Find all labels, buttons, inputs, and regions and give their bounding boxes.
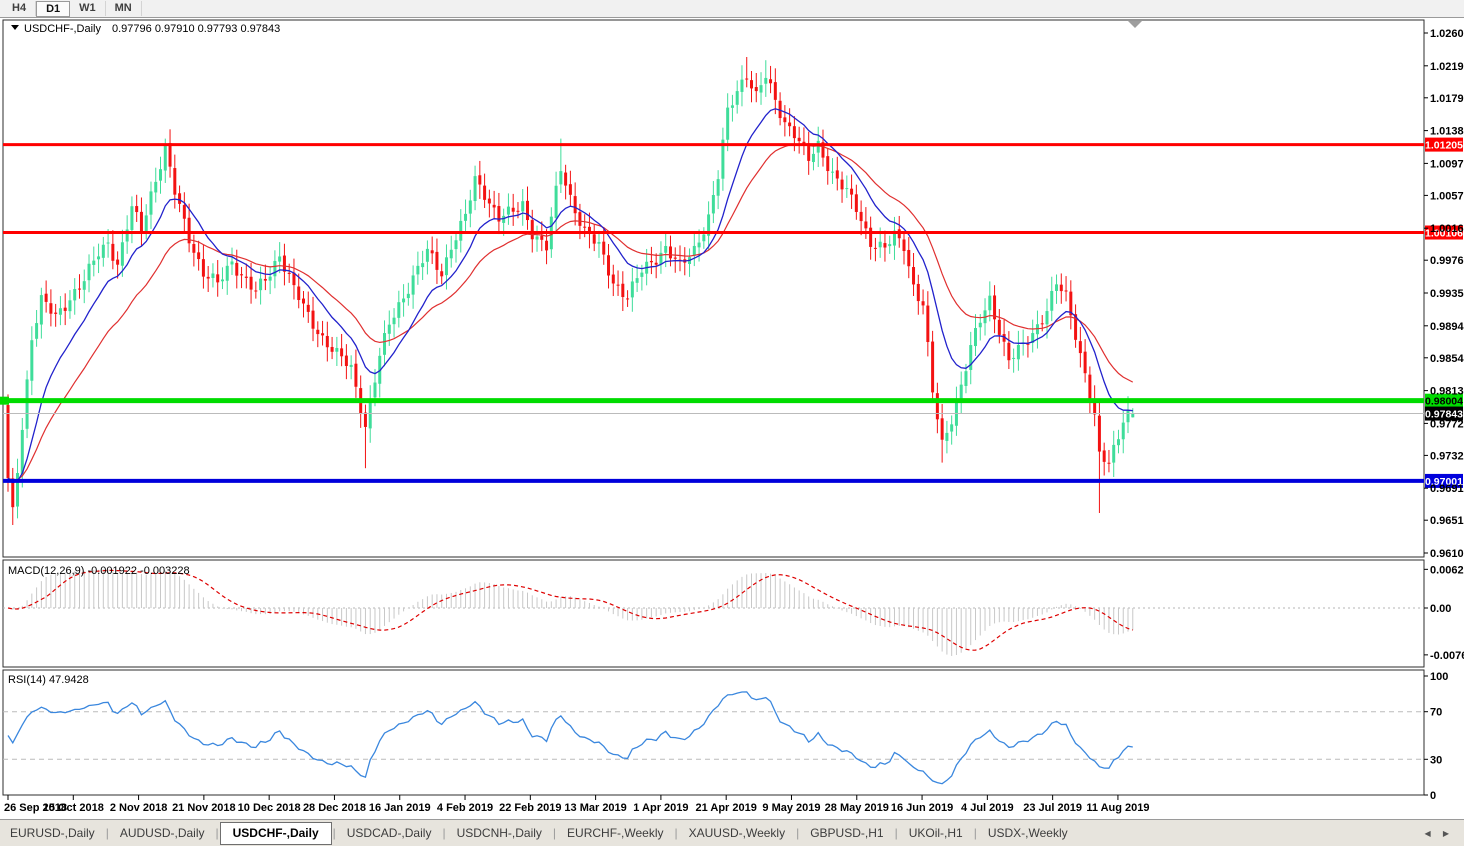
tab-ukoil-h1[interactable]: UKOil-,H1 <box>908 825 963 840</box>
panel-frames <box>2 19 1425 796</box>
support-line-green-price-tag <box>1425 393 1463 408</box>
resistance-line-upper-price-label: 1.01205 <box>1425 140 1463 152</box>
price-axis-label: 1.02600 <box>1430 28 1464 40</box>
candles-layer <box>6 57 1135 525</box>
date-axis-label: 13 Mar 2019 <box>564 802 626 814</box>
slow-ma-line <box>7 143 1134 481</box>
price-axis-label: 1.00570 <box>1430 190 1464 202</box>
macd-axis-label: 0.006286 <box>1430 564 1464 576</box>
rsi-axis-label: 100 <box>1430 671 1448 683</box>
tab-separator: | <box>332 826 336 840</box>
macd-axis-label: -0.00762 <box>1430 650 1464 662</box>
rsi-axis-label: 30 <box>1430 754 1442 766</box>
timeframe-button-d1[interactable]: D1 <box>36 0 71 17</box>
timeframe-button-h4[interactable]: H4 <box>3 1 37 16</box>
price-axis-label: 0.96100 <box>1430 548 1464 560</box>
date-axis-label: 1 Apr 2019 <box>633 802 688 814</box>
ohlc-values: 0.97796 0.97910 0.97793 0.97843 <box>112 23 280 35</box>
tab-separator: | <box>973 826 977 840</box>
tab-eurchf-weekly[interactable]: EURCHF-,Weekly <box>567 825 664 840</box>
tab-separator: | <box>796 826 800 840</box>
resistance-line-lower-price-tag <box>1425 225 1463 240</box>
price-axis-label: 1.00970 <box>1430 158 1464 170</box>
timeframe-button-w1[interactable]: W1 <box>70 1 106 16</box>
support-line-blue-price-label: 0.97001 <box>1425 476 1463 488</box>
date-axis-label: 21 Nov 2018 <box>172 802 236 814</box>
macd-label: MACD(12,26,9) -0.001922 -0.003228 <box>8 565 190 577</box>
current-price-line-price-tag <box>1425 406 1463 421</box>
tab-separator: | <box>674 826 678 840</box>
resistance-line-upper-price-tag <box>1425 137 1463 152</box>
date-axis-label: 2 Nov 2018 <box>110 802 167 814</box>
rsi-line <box>7 691 1133 785</box>
date-axis-label: 28 May 2019 <box>825 802 889 814</box>
date-axis-label: 4 Feb 2019 <box>437 802 493 814</box>
axis-layer: 1.02600 1.02190 1.01790 1.01380 1.00970 1.005… <box>4 28 1464 814</box>
date-axis-label: 16 Jan 2019 <box>369 802 431 814</box>
date-axis-label: 26 Sep 2018 <box>4 802 67 814</box>
macd-signal-line <box>7 569 1133 651</box>
tab-separator: | <box>552 826 557 840</box>
date-axis-label: 10 Dec 2018 <box>238 802 301 814</box>
support-line-green-handle[interactable] <box>0 396 9 405</box>
fast-ma-line <box>7 108 1133 484</box>
tab-gbpusd-h1[interactable]: GBPUSD-,H1 <box>810 825 884 840</box>
tab-separator: | <box>215 826 219 840</box>
moving-averages <box>7 108 1134 484</box>
tab-eurusd-daily[interactable]: EURUSD-,Daily <box>10 825 95 840</box>
symbol-dropdown-icon[interactable] <box>11 25 19 30</box>
symbol-label: USDCHF-,Daily <box>24 23 102 35</box>
date-axis-label: 21 Apr 2019 <box>696 802 757 814</box>
rsi-axis-label: 0 <box>1430 790 1436 802</box>
support-line-green-price-label: 0.98004 <box>1425 396 1463 408</box>
tab-separator: | <box>894 826 898 840</box>
tab-usdchf-daily[interactable]: USDCHF-,Daily <box>219 821 332 845</box>
price-axis-label: 1.01790 <box>1430 93 1464 105</box>
price-axis-label: 1.02190 <box>1430 61 1464 73</box>
timeframe-button-mn[interactable]: MN <box>106 1 142 16</box>
tab-scroll-arrows[interactable]: ◀ ▶ <box>1424 828 1454 838</box>
tab-separator: | <box>442 826 446 840</box>
tab-usdcad-daily[interactable]: USDCAD-,Daily <box>346 825 432 840</box>
date-axis-label: 4 Jul 2019 <box>961 802 1014 814</box>
chart-shift-marker-icon[interactable] <box>1128 21 1142 28</box>
chart-tabbar: EURUSD-,Daily | AUDUSD-,Daily | USDCHF-,Dail… <box>0 819 1464 846</box>
rsi-panel: 100 70 30 0 <box>3 671 1448 802</box>
date-axis-label: 23 Jul 2019 <box>1023 802 1082 814</box>
rsi-axis-label: 70 <box>1430 707 1442 719</box>
tab-audusd-daily[interactable]: AUDUSD-,Daily <box>119 825 205 840</box>
tab-usdx-weekly[interactable]: USDX-,Weekly <box>987 825 1068 840</box>
current-price-line-price-label: 0.97843 <box>1425 409 1463 421</box>
date-axis-label: 16 Jun 2019 <box>891 802 953 814</box>
tab-usdcnh-daily[interactable]: USDCNH-,Daily <box>456 825 542 840</box>
tab-separator: | <box>105 826 109 840</box>
macd-panel: 0.006286 0.00 -0.00762 <box>3 564 1464 662</box>
price-axis-label: 1.01380 <box>1430 126 1464 138</box>
support-line-blue-price-tag <box>1425 473 1463 488</box>
date-axis-label: 28 Dec 2018 <box>303 802 366 814</box>
timeframe-toolbar: H4 D1 W1 MN <box>0 0 1464 18</box>
tab-xauusd-weekly[interactable]: XAUUSD-,Weekly <box>688 825 786 840</box>
date-axis-label: 11 Aug 2019 <box>1086 802 1149 814</box>
date-axis-label: 9 May 2019 <box>762 802 820 814</box>
date-axis-label: 15 Oct 2018 <box>43 802 104 814</box>
date-axis-label: 22 Feb 2019 <box>499 802 561 814</box>
macd-axis-label: 0.00 <box>1430 603 1451 615</box>
resistance-line-lower-price-label: 1.00106 <box>1425 228 1463 240</box>
rsi-label: RSI(14) 47.9428 <box>8 674 89 686</box>
